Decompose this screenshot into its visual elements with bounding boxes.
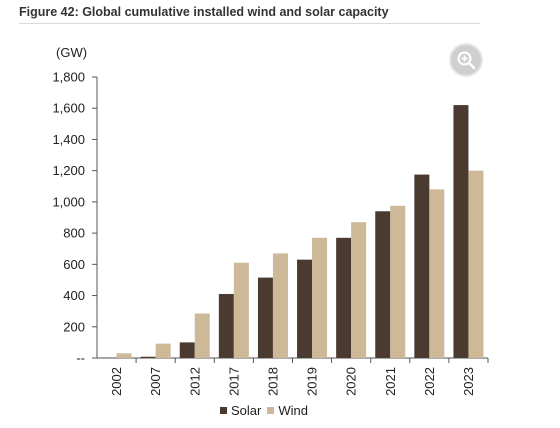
bar-solar — [336, 237, 352, 358]
bar-wind — [351, 222, 367, 358]
x-tick-label: 2007 — [148, 367, 163, 396]
legend-label-solar: Solar — [231, 403, 262, 418]
y-tick-label: 1,000 — [52, 194, 85, 209]
x-tick-label: 2018 — [265, 367, 280, 396]
bar-solar — [453, 105, 469, 358]
legend-swatch-solar — [220, 407, 227, 414]
zoom-button[interactable] — [451, 45, 481, 75]
bar-wind — [116, 353, 132, 358]
legend-item-solar: Solar — [220, 403, 261, 418]
y-tick-label: 1,600 — [52, 101, 85, 116]
bar-solar — [414, 174, 430, 358]
x-tick-label: 2019 — [305, 367, 320, 396]
bar-solar — [375, 211, 391, 358]
x-tick-label: 2022 — [422, 367, 437, 396]
bar-solar — [140, 356, 156, 358]
x-tick-label: 2012 — [187, 367, 202, 396]
bar-wind — [468, 170, 484, 358]
figure-title: Figure 42: Global cumulative installed w… — [19, 5, 389, 19]
bar-wind — [233, 262, 249, 358]
legend-label-wind: Wind — [278, 403, 308, 418]
y-tick-label: 800 — [63, 226, 85, 241]
y-tick-label: 1,200 — [52, 163, 85, 178]
bar-wind — [272, 253, 288, 358]
y-tick-label: 1,800 — [52, 70, 85, 85]
y-tick-label: 200 — [63, 319, 85, 334]
x-tick-label: 2017 — [226, 367, 241, 396]
y-tick-label: 400 — [63, 288, 85, 303]
bar-solar — [218, 293, 234, 358]
x-tick-label: 2021 — [383, 367, 398, 396]
y-tick-label: 1,400 — [52, 132, 85, 147]
y-tick-label: 600 — [63, 257, 85, 272]
x-tick-label: 2020 — [344, 367, 359, 396]
y-axis-label: (GW) — [56, 45, 87, 60]
bar-solar — [179, 342, 195, 358]
legend: Solar Wind — [220, 403, 308, 418]
bar-wind — [194, 313, 210, 358]
x-tick-label: 2002 — [109, 367, 124, 396]
bar-wind — [312, 237, 328, 358]
bar-solar — [257, 277, 273, 358]
bar-solar — [297, 259, 313, 358]
bar-wind — [155, 343, 171, 358]
x-tick-label: 2023 — [461, 367, 476, 396]
legend-item-wind: Wind — [267, 403, 308, 418]
y-tick-label: -- — [76, 351, 85, 366]
bar-wind — [429, 189, 445, 358]
legend-swatch-wind — [267, 407, 275, 414]
title-divider — [19, 23, 480, 24]
zoom-in-icon — [457, 51, 476, 70]
bar-wind — [390, 205, 406, 358]
